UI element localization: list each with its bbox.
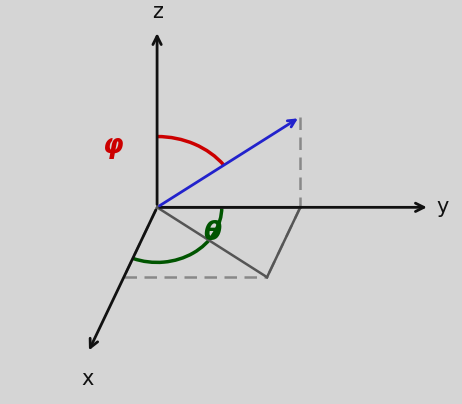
Text: x: x xyxy=(82,368,94,389)
Text: θ: θ xyxy=(203,220,222,246)
Text: y: y xyxy=(437,197,449,217)
Text: φ: φ xyxy=(103,133,123,159)
Text: z: z xyxy=(152,2,163,23)
